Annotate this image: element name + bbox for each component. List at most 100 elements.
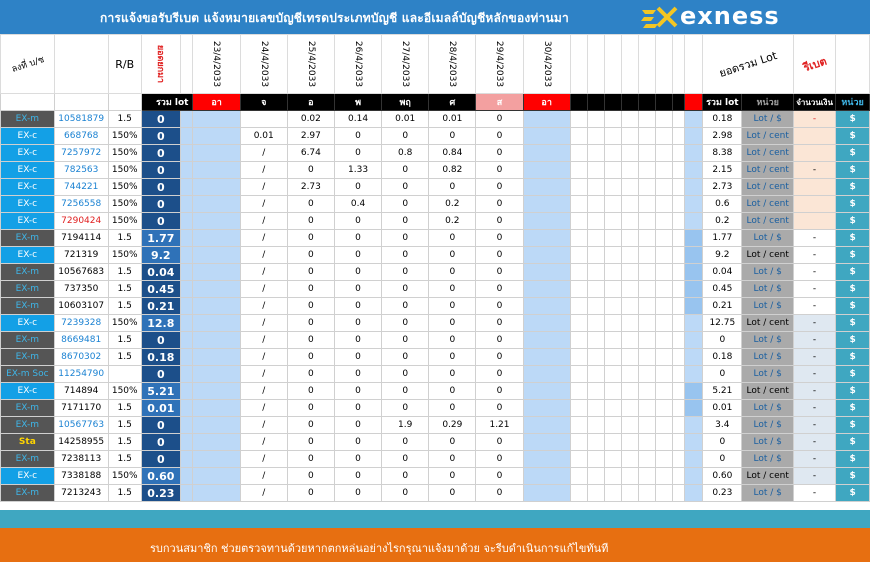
- rebate-rate-cell: [107, 365, 142, 383]
- day-lot-cell: [522, 416, 571, 434]
- empty-cell: [586, 178, 605, 196]
- empty-cell: [637, 467, 656, 485]
- empty-cell: [620, 297, 639, 315]
- day-lot-cell: [522, 178, 571, 196]
- day-lot-cell: /: [239, 246, 288, 264]
- day-lot-cell: 0: [381, 195, 430, 213]
- empty-cell: [603, 365, 622, 383]
- spacer-cell: [179, 297, 194, 315]
- subheader-row: รวม lot อา จ อ พ พฤ ศ ส อา รวม lot หน่วย…: [0, 93, 870, 111]
- day-lot-cell: /: [239, 314, 288, 332]
- day-lot-cell: 0: [475, 263, 524, 281]
- empty-cell: [654, 433, 673, 451]
- amount-cell: -: [792, 280, 837, 298]
- day-lot-cell: 0: [333, 331, 383, 349]
- account-type-cell: EX-c: [0, 212, 55, 230]
- spacer-cell: [684, 399, 704, 417]
- carry-total-cell: 5.21: [140, 382, 181, 400]
- day-lot-cell: 0: [333, 229, 383, 247]
- day-lot-cell: 0: [381, 382, 430, 400]
- currency-cell: $: [835, 110, 870, 128]
- table-row: EX-m 7171170 1.5 0.01/0 0 0 0 0 0.01 Lot / $ - $: [0, 399, 870, 417]
- day-lot-cell: 0: [428, 433, 477, 451]
- account-type-cell: EX-m: [0, 416, 55, 434]
- day-lot-cell: /: [239, 212, 288, 230]
- empty-cell: [603, 348, 622, 366]
- spacer-cell: [179, 195, 194, 213]
- table-row: EX-m 10603107 1.5 0.21/0 0 0 0 0 0.21 Lot / $ - $: [0, 297, 870, 315]
- account-type-cell: EX-c: [0, 127, 55, 145]
- day-lot-cell: 0: [333, 144, 383, 162]
- empty-cell: [603, 127, 622, 145]
- day-lot-cell: 0.02: [286, 110, 335, 128]
- spacer-cell: [684, 348, 704, 366]
- unit-cell: Lot / cent: [741, 195, 794, 213]
- amount-cell: -: [792, 433, 837, 451]
- sub-day-8: อา: [522, 93, 571, 111]
- col-date-3: 25/4/2033: [286, 34, 335, 94]
- empty-cell: [637, 280, 656, 298]
- table-row: EX-m 10567763 1.5 0/0 0 1.9 0.29 1.21 3.4 Lot / $…: [0, 416, 870, 434]
- carry-total-cell: 0.60: [140, 467, 181, 485]
- day-lot-cell: 0: [286, 263, 335, 281]
- empty-cell: [671, 178, 686, 196]
- spacer-cell: [179, 127, 194, 145]
- spacer-cell: [179, 331, 194, 349]
- day-lot-cell: 0: [428, 365, 477, 383]
- empty-cell: [637, 178, 656, 196]
- day-lot-cell: /: [239, 484, 288, 502]
- table-row: Sta 14258955 1.5 0/0 0 0 0 0 0 Lot / $ - $: [0, 433, 870, 451]
- day-lot-cell: 0: [381, 297, 430, 315]
- empty-cell: [603, 246, 622, 264]
- empty-cell: [569, 263, 588, 281]
- spacer-cell: [684, 127, 704, 145]
- day-lot-cell: [522, 280, 571, 298]
- day-lot-cell: [522, 450, 571, 468]
- spacer-cell: [684, 110, 704, 128]
- empty-cell: [671, 450, 686, 468]
- sum-lot-cell: 2.15: [702, 161, 743, 179]
- empty-cell: [671, 382, 686, 400]
- empty-cell: [620, 263, 639, 281]
- day-lot-cell: 0: [381, 212, 430, 230]
- day-lot-cell: 0: [475, 382, 524, 400]
- account-type-cell: EX-m: [0, 399, 55, 417]
- account-type-cell: EX-m: [0, 297, 55, 315]
- sum-lot-cell: 9.2: [702, 246, 743, 264]
- spacer-cell: [684, 263, 704, 281]
- day-lot-cell: 0: [381, 450, 430, 468]
- empty-cell: [603, 314, 622, 332]
- unit-cell: Lot / $: [741, 484, 794, 502]
- day-lot-cell: 0: [286, 467, 335, 485]
- amount-cell: -: [792, 365, 837, 383]
- spacer-cell: [684, 280, 704, 298]
- sub-day-1: อา: [192, 93, 241, 111]
- day-lot-cell: [522, 161, 571, 179]
- empty-cell: [603, 161, 622, 179]
- empty-cell: [654, 246, 673, 264]
- day-lot-cell: /: [239, 399, 288, 417]
- day-lot-cell: 0: [428, 331, 477, 349]
- day-lot-cell: [192, 195, 241, 213]
- currency-cell: $: [835, 195, 870, 213]
- empty-cell: [586, 280, 605, 298]
- day-lot-cell: [522, 331, 571, 349]
- spacer-cell: [684, 178, 704, 196]
- day-lot-cell: [192, 450, 241, 468]
- day-lot-cell: 0: [475, 348, 524, 366]
- day-lot-cell: 0.8: [381, 144, 430, 162]
- empty-cell: [671, 433, 686, 451]
- day-lot-cell: /: [239, 195, 288, 213]
- account-number-cell: 714894: [53, 382, 109, 400]
- spacer-cell: [179, 144, 194, 162]
- day-lot-cell: 0: [381, 331, 430, 349]
- account-type-cell: EX-m Soc: [0, 365, 55, 383]
- day-lot-cell: /: [239, 348, 288, 366]
- currency-cell: $: [835, 399, 870, 417]
- spacer-cell: [179, 110, 194, 128]
- day-lot-cell: 0: [286, 297, 335, 315]
- day-lot-cell: 1.21: [475, 416, 524, 434]
- day-lot-cell: 0: [381, 314, 430, 332]
- account-number-cell: 14258955: [53, 433, 109, 451]
- empty-cell: [671, 280, 686, 298]
